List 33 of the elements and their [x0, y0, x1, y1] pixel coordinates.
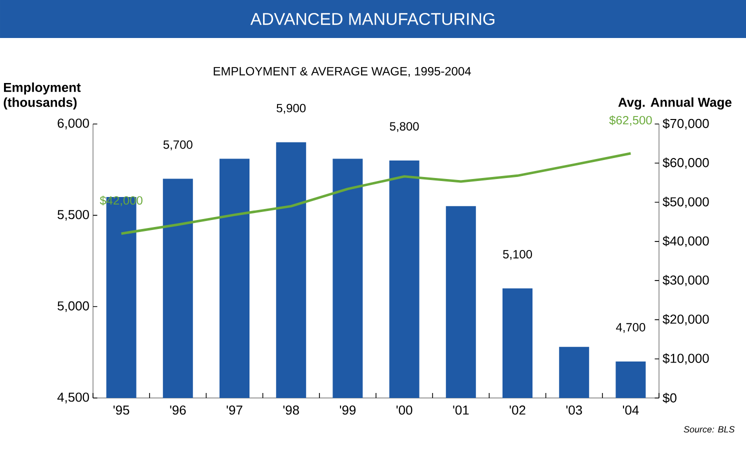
y2-tick-label: $0	[662, 392, 676, 404]
x-tick-label: '04	[622, 406, 639, 415]
data-label: 4,700	[616, 323, 646, 333]
y-tick-label: 6,000	[58, 118, 89, 130]
data-label: 5,700	[163, 140, 192, 150]
y2-tick-label: $60,000	[662, 158, 709, 169]
x-tick-label: '96	[170, 406, 186, 415]
y2-axis-title: Avg. Annual Wage	[618, 97, 732, 110]
data-label: 5,800	[390, 122, 419, 132]
y-tick-label: 5,000	[58, 301, 89, 312]
y2-tick-label: $40,000	[662, 236, 709, 248]
chart-subtitle: EMPLOYMENT & AVERAGE WAGE, 1995-2004	[214, 66, 471, 77]
y-tick-label: 4,500	[57, 392, 89, 404]
data-label: $62,500	[609, 115, 652, 126]
x-tick-label: '00	[396, 406, 412, 415]
y2-tick-label: $20,000	[662, 314, 709, 326]
x-tick-label: '95	[114, 406, 130, 415]
y2-tick-label: $50,000	[662, 196, 709, 208]
source-note: Source: BLS	[684, 426, 735, 433]
x-tick-label: '03	[566, 406, 582, 415]
data-label: 5,100	[503, 250, 532, 260]
x-tick-label: '02	[510, 406, 526, 415]
y-tick-label: 5,500	[58, 210, 89, 221]
x-tick-label: '01	[453, 406, 469, 415]
y2-tick-label: $30,000	[662, 274, 709, 286]
data-label: 5,900	[276, 104, 306, 114]
x-tick-label: '97	[226, 406, 242, 415]
chart-title: ADVANCED MANUFACTURING	[250, 12, 494, 25]
y-axis-title: Employment (thousands)	[4, 82, 81, 110]
x-tick-label: '98	[283, 406, 299, 415]
x-tick-label: '99	[340, 406, 356, 415]
y2-tick-label: $70,000	[662, 118, 709, 130]
y2-tick-label: $10,000	[662, 353, 709, 364]
